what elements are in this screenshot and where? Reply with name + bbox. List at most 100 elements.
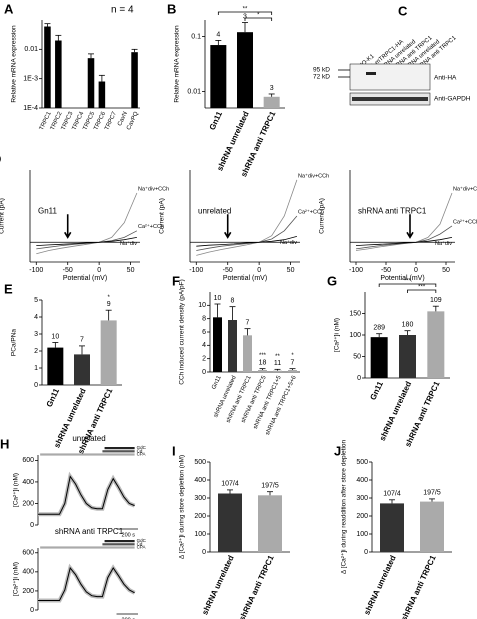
panel-label: F — [172, 273, 180, 288]
n-label: 7 — [80, 337, 84, 344]
panel-label: E — [4, 281, 13, 296]
n-label: 7 — [291, 360, 295, 367]
x-axis-label: Potential (mV) — [380, 275, 424, 282]
sig-bracket — [378, 283, 437, 287]
x-tick-label: CavN — [117, 111, 129, 127]
y-tick-label: 100 — [194, 531, 206, 538]
significance: * — [257, 13, 260, 19]
arrow — [64, 214, 72, 239]
bar — [258, 370, 267, 372]
treatment-bar — [104, 447, 135, 450]
marker-label: 72 kD — [313, 74, 330, 81]
significance: *** — [418, 285, 426, 291]
y-tick-label: 0 — [30, 522, 34, 529]
x-tick-label: -50 — [63, 267, 73, 274]
y-tick-label: 400 — [22, 479, 34, 486]
series-label: Na⁺div+CCh — [138, 185, 169, 192]
x-tick-label: Gn11 — [208, 109, 225, 131]
significance: *** — [404, 279, 412, 285]
bar — [55, 40, 62, 108]
panel-label: I — [172, 443, 176, 458]
y-tick-label: 50 — [353, 353, 361, 360]
treatment-bar — [102, 450, 135, 453]
y-axis-label: Current (pA) — [319, 198, 326, 234]
x-tick-label: 50 — [287, 267, 295, 274]
x-tick-label: shRNA anti TRPC1+5+6 — [265, 374, 298, 436]
chart-title: shRNA anti TRPC1 — [55, 527, 124, 536]
y-tick-label: 300 — [356, 495, 368, 502]
y-axis-label: Current (pA) — [159, 198, 166, 234]
y-tick-label: 200 — [22, 500, 34, 507]
y-tick-label: 0 — [364, 549, 368, 556]
treatment-label: Cd — [137, 541, 143, 546]
y-axis-label: [Ca²⁺]i (nM) — [13, 473, 20, 507]
x-axis-label: Potential (mV) — [223, 275, 267, 282]
bar — [228, 320, 237, 372]
band — [352, 97, 428, 101]
bar — [74, 354, 90, 385]
y-tick-label: 4 — [202, 342, 206, 349]
y-tick-label: 600 — [22, 457, 34, 464]
significance: * — [291, 353, 294, 359]
sig-bracket — [407, 289, 437, 293]
n-label: 4 — [216, 31, 220, 38]
x-tick-label: shRNA unrelated — [200, 554, 236, 616]
antibody-label: Anti-HA — [434, 75, 457, 82]
y-tick-label: 4 — [34, 314, 38, 321]
panel-label: G — [327, 273, 337, 288]
bar — [87, 58, 95, 108]
y-tick-label: 100 — [349, 332, 361, 339]
y-axis-label: PCa/PNa — [11, 329, 18, 356]
treatment-bar — [102, 543, 135, 546]
bar — [44, 26, 51, 109]
chart-title: shRNA anti TRPC1 — [358, 207, 427, 216]
panel-label: D — [0, 151, 1, 166]
panel-label: C — [398, 3, 408, 18]
sig-bracket — [244, 17, 273, 21]
y-tick-label: 400 — [356, 477, 368, 484]
arrow — [406, 214, 414, 239]
y-tick-label: 100 — [356, 531, 368, 538]
trace-band — [38, 471, 136, 517]
bar — [47, 347, 64, 385]
bar — [210, 45, 227, 108]
significance: ** — [275, 354, 280, 360]
series-label: Na⁺div — [120, 240, 137, 247]
n-label: 3 — [270, 85, 274, 92]
bar — [237, 32, 253, 109]
y-tick-label: 200 — [22, 588, 34, 595]
treatment-label: CPA — [137, 545, 146, 550]
series-label: Na⁺div+CCh — [453, 185, 477, 192]
bar — [100, 320, 117, 385]
y-axis-label: Current (pA) — [0, 198, 6, 234]
antibody-label: Anti-GAPDH — [434, 96, 471, 103]
y-tick-label: 5 — [34, 297, 38, 304]
treatment-bar — [40, 453, 135, 456]
panel-label: H — [0, 436, 9, 451]
x-axis-label: Potential (mV) — [63, 275, 107, 282]
bar — [370, 337, 388, 378]
bar — [218, 493, 242, 552]
trace-band — [38, 563, 136, 603]
y-tick-label: 0 — [202, 369, 206, 376]
y-tick-label: 0 — [34, 382, 38, 389]
x-tick-label: -50 — [381, 267, 391, 274]
band — [366, 72, 376, 75]
y-axis-label: Relative mRNA expression — [11, 25, 18, 103]
panel-label: B — [167, 1, 176, 16]
trace-line — [38, 566, 135, 601]
y-tick-label: 2 — [202, 356, 206, 363]
panel-label: A — [4, 1, 14, 16]
x-tick-label: 0 — [97, 267, 101, 274]
treatment-bar — [40, 546, 135, 549]
x-tick-label: -100 — [189, 267, 203, 274]
series-label: Ca²⁺+CCh — [138, 223, 164, 230]
y-tick-label: 0.1 — [191, 33, 201, 40]
trace-line — [36, 192, 138, 255]
treatment-bar — [104, 540, 135, 543]
x-tick-label: 50 — [127, 267, 135, 274]
series-label: Ca²⁺+CCh — [453, 218, 477, 225]
y-tick-label: 10 — [198, 302, 206, 309]
bar — [258, 495, 282, 552]
